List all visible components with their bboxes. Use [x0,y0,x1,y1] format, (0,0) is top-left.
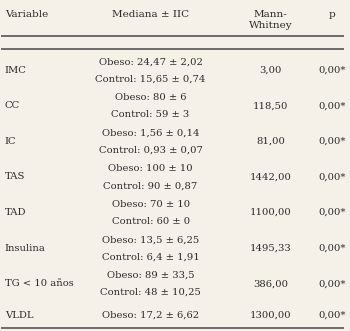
Text: Control: 0,93 ± 0,07: Control: 0,93 ± 0,07 [99,146,203,155]
Text: 1495,33: 1495,33 [250,244,292,253]
Text: Obeso: 89 ± 33,5: Obeso: 89 ± 33,5 [107,271,194,280]
Text: Control: 6,4 ± 1,91: Control: 6,4 ± 1,91 [102,253,200,261]
Text: 0,00*: 0,00* [318,66,346,74]
Text: IC: IC [5,137,16,146]
Text: Obeso: 24,47 ± 2,02: Obeso: 24,47 ± 2,02 [99,57,203,66]
Text: 0,00*: 0,00* [318,311,346,320]
Text: 1300,00: 1300,00 [250,311,292,320]
Text: Mann-
Whitney: Mann- Whitney [249,10,293,30]
Text: IMC: IMC [5,66,27,74]
Text: CC: CC [5,101,20,110]
Text: 81,00: 81,00 [256,137,285,146]
Text: Control: 59 ± 3: Control: 59 ± 3 [111,110,190,119]
Text: 0,00*: 0,00* [318,244,346,253]
Text: Control: 15,65 ± 0,74: Control: 15,65 ± 0,74 [96,74,206,83]
Text: Obeso: 100 ± 10: Obeso: 100 ± 10 [108,164,193,173]
Text: Obeso: 70 ± 10: Obeso: 70 ± 10 [112,200,190,209]
Text: 3,00: 3,00 [259,66,282,74]
Text: 0,00*: 0,00* [318,172,346,181]
Text: 0,00*: 0,00* [318,137,346,146]
Text: 118,50: 118,50 [253,101,288,110]
Text: Obeso: 80 ± 6: Obeso: 80 ± 6 [115,93,186,102]
Text: 0,00*: 0,00* [318,208,346,217]
Text: 1100,00: 1100,00 [250,208,292,217]
Text: 386,00: 386,00 [253,279,288,288]
Text: VLDL: VLDL [5,311,33,320]
Text: Control: 48 ± 10,25: Control: 48 ± 10,25 [100,288,201,297]
Text: Variable: Variable [5,10,48,19]
Text: Mediana ± IIC: Mediana ± IIC [112,10,189,19]
Text: 0,00*: 0,00* [318,279,346,288]
Text: 0,00*: 0,00* [318,101,346,110]
Text: Control: 90 ± 0,87: Control: 90 ± 0,87 [104,181,198,190]
Text: Insulina: Insulina [5,244,46,253]
Text: Obeso: 1,56 ± 0,14: Obeso: 1,56 ± 0,14 [102,128,200,137]
Text: Obeso: 13,5 ± 6,25: Obeso: 13,5 ± 6,25 [102,235,199,244]
Text: Control: 60 ± 0: Control: 60 ± 0 [112,217,190,226]
Text: 1442,00: 1442,00 [250,172,292,181]
Text: p: p [329,10,336,19]
Text: TAD: TAD [5,208,26,217]
Text: TAS: TAS [5,172,25,181]
Text: TG < 10 años: TG < 10 años [5,279,74,288]
Text: Obeso: 17,2 ± 6,62: Obeso: 17,2 ± 6,62 [102,311,199,320]
